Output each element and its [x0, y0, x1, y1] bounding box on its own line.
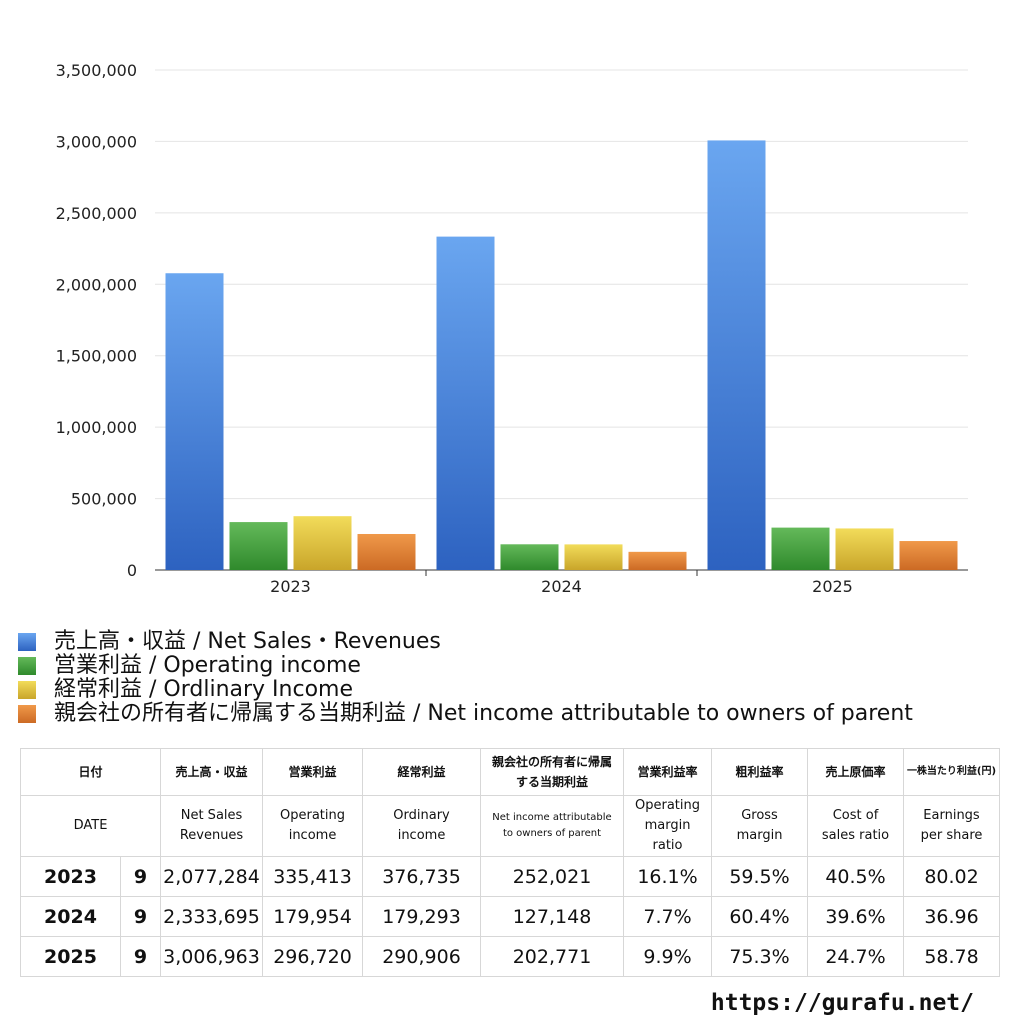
cell-cos: 24.7%: [807, 936, 905, 977]
table-row: 2023 9 2,077,284 335,413 376,735 252,021…: [20, 856, 1001, 897]
y-tick-label: 500,000: [71, 490, 137, 509]
header-date-en: DATE: [19, 795, 162, 857]
cell-month: 9: [119, 856, 162, 897]
cell-gm: 59.5%: [711, 856, 809, 897]
header-ordinary-en: Ordinary income: [362, 795, 482, 857]
cell-month: 9: [119, 896, 162, 937]
cell-eps: 80.02: [903, 856, 1001, 897]
legend-swatch-sales: [18, 633, 36, 651]
cell-gm: 60.4%: [711, 896, 809, 937]
cell-ordinary: 290,906: [362, 936, 482, 977]
header-sales-jp: 売上高・収益: [160, 748, 264, 796]
gridlines: [155, 69, 968, 571]
cell-net: 252,021: [480, 856, 625, 897]
bar-2023-series-2: [293, 516, 352, 570]
header-net-en: Net income attributable to owners of par…: [480, 795, 625, 857]
y-tick-label: 2,000,000: [56, 275, 137, 294]
header-ordinary-jp: 経常利益: [362, 748, 482, 796]
header-gm-jp: 粗利益率: [711, 748, 809, 796]
table-header-jp: 日付 売上高・収益 営業利益 経常利益 親会社の所有者に帰属する当期利益 営業利…: [19, 748, 1001, 796]
header-opm-en: Operating margin ratio: [623, 795, 713, 857]
cell-month: 9: [119, 936, 162, 977]
bar-2024-series-3: [628, 551, 687, 570]
y-tick-label: 1,500,000: [56, 347, 137, 366]
legend-item-ordinary: 経常利益 / Ordlinary Income: [18, 678, 1018, 702]
cell-ordinary: 376,735: [362, 856, 482, 897]
legend-label-net: 親会社の所有者に帰属する当期利益 / Net income attributab…: [54, 701, 913, 726]
x-tick-label: 2024: [541, 577, 582, 596]
header-opm-jp: 営業利益率: [623, 748, 713, 796]
x-tick-label: 2023: [270, 577, 311, 596]
header-date-jp: 日付: [19, 748, 162, 796]
cell-sales: 2,077,284: [160, 856, 264, 897]
cell-ordinary: 179,293: [362, 896, 482, 937]
bar-chart: 0 500,000 1,000,000 1,500,000 2,000,000 2,500…: [56, 61, 968, 596]
financial-table: 日付 売上高・収益 営業利益 経常利益 親会社の所有者に帰属する当期利益 営業利…: [19, 748, 1001, 977]
y-axis-ticks: 0 500,000 1,000,000 1,500,000 2,000,000 2,500…: [56, 61, 137, 580]
table-row: 2024 9 2,333,695 179,954 179,293 127,148…: [20, 896, 1001, 937]
y-tick-label: 2,500,000: [56, 204, 137, 223]
cell-opm: 9.9%: [623, 936, 713, 977]
y-tick-label: 0: [127, 561, 137, 580]
cell-cos: 39.6%: [807, 896, 905, 937]
legend-item-net: 親会社の所有者に帰属する当期利益 / Net income attributab…: [18, 702, 1018, 726]
x-tick-label: 2025: [812, 577, 853, 596]
bar-2023-series-1: [229, 522, 288, 570]
source-url[interactable]: https://gurafu.net/: [710, 990, 974, 1016]
header-cos-en: Cost of sales ratio: [807, 795, 905, 857]
header-cos-jp: 売上原価率: [807, 748, 905, 796]
bar-2025-series-0: [707, 140, 766, 571]
cell-sales: 3,006,963: [160, 936, 264, 977]
cell-sales: 2,333,695: [160, 896, 264, 937]
header-net-jp: 親会社の所有者に帰属する当期利益: [480, 748, 625, 796]
legend-item-sales: 売上高・収益 / Net Sales・Revenues: [18, 630, 1018, 654]
table-row: 2025 9 3,006,963 296,720 290,906 202,771…: [20, 936, 1001, 977]
cell-year: 2023: [20, 856, 121, 897]
cell-net: 202,771: [480, 936, 625, 977]
y-tick-label: 1,000,000: [56, 418, 137, 437]
legend-label-sales: 売上高・収益 / Net Sales・Revenues: [54, 629, 441, 654]
x-axis-ticks: 2023 2024 2025: [270, 570, 853, 596]
cell-opm: 16.1%: [623, 856, 713, 897]
cell-opm: 7.7%: [623, 896, 713, 937]
cell-cos: 40.5%: [807, 856, 905, 897]
legend-swatch-net: [18, 705, 36, 723]
cell-operating: 335,413: [262, 856, 364, 897]
bar-2025-series-3: [899, 541, 958, 570]
legend-swatch-ordinary: [18, 681, 36, 699]
legend-item-operating: 営業利益 / Operating income: [18, 654, 1018, 678]
table-header-en: DATE Net Sales Revenues Operating income…: [19, 795, 1001, 857]
cell-net: 127,148: [480, 896, 625, 937]
bar-2024-series-2: [564, 544, 623, 570]
y-tick-label: 3,000,000: [56, 132, 137, 151]
header-operating-en: Operating income: [262, 795, 364, 857]
bar-2023-series-3: [357, 533, 416, 570]
bar-2025-series-1: [771, 527, 830, 570]
legend-label-ordinary: 経常利益 / Ordlinary Income: [54, 677, 353, 702]
header-gm-en: Gross margin: [711, 795, 809, 857]
header-eps-jp: 一株当たり利益(円): [903, 748, 1001, 796]
cell-eps: 58.78: [903, 936, 1001, 977]
legend: 売上高・収益 / Net Sales・Revenues 営業利益 / Opera…: [18, 630, 1018, 726]
bar-2024-series-1: [500, 544, 559, 570]
legend-label-operating: 営業利益 / Operating income: [54, 653, 361, 678]
cell-eps: 36.96: [903, 896, 1001, 937]
cell-year: 2025: [20, 936, 121, 977]
cell-operating: 179,954: [262, 896, 364, 937]
cell-gm: 75.3%: [711, 936, 809, 977]
y-tick-label: 3,500,000: [56, 61, 137, 80]
bars: [165, 140, 958, 571]
bar-2024-series-0: [436, 236, 495, 571]
header-operating-jp: 営業利益: [262, 748, 364, 796]
header-eps-en: Earnings per share: [903, 795, 1001, 857]
bar-2023-series-0: [165, 273, 224, 570]
cell-year: 2024: [20, 896, 121, 937]
cell-operating: 296,720: [262, 936, 364, 977]
legend-swatch-operating: [18, 657, 36, 675]
header-sales-en: Net Sales Revenues: [160, 795, 264, 857]
bar-2025-series-2: [835, 528, 894, 570]
